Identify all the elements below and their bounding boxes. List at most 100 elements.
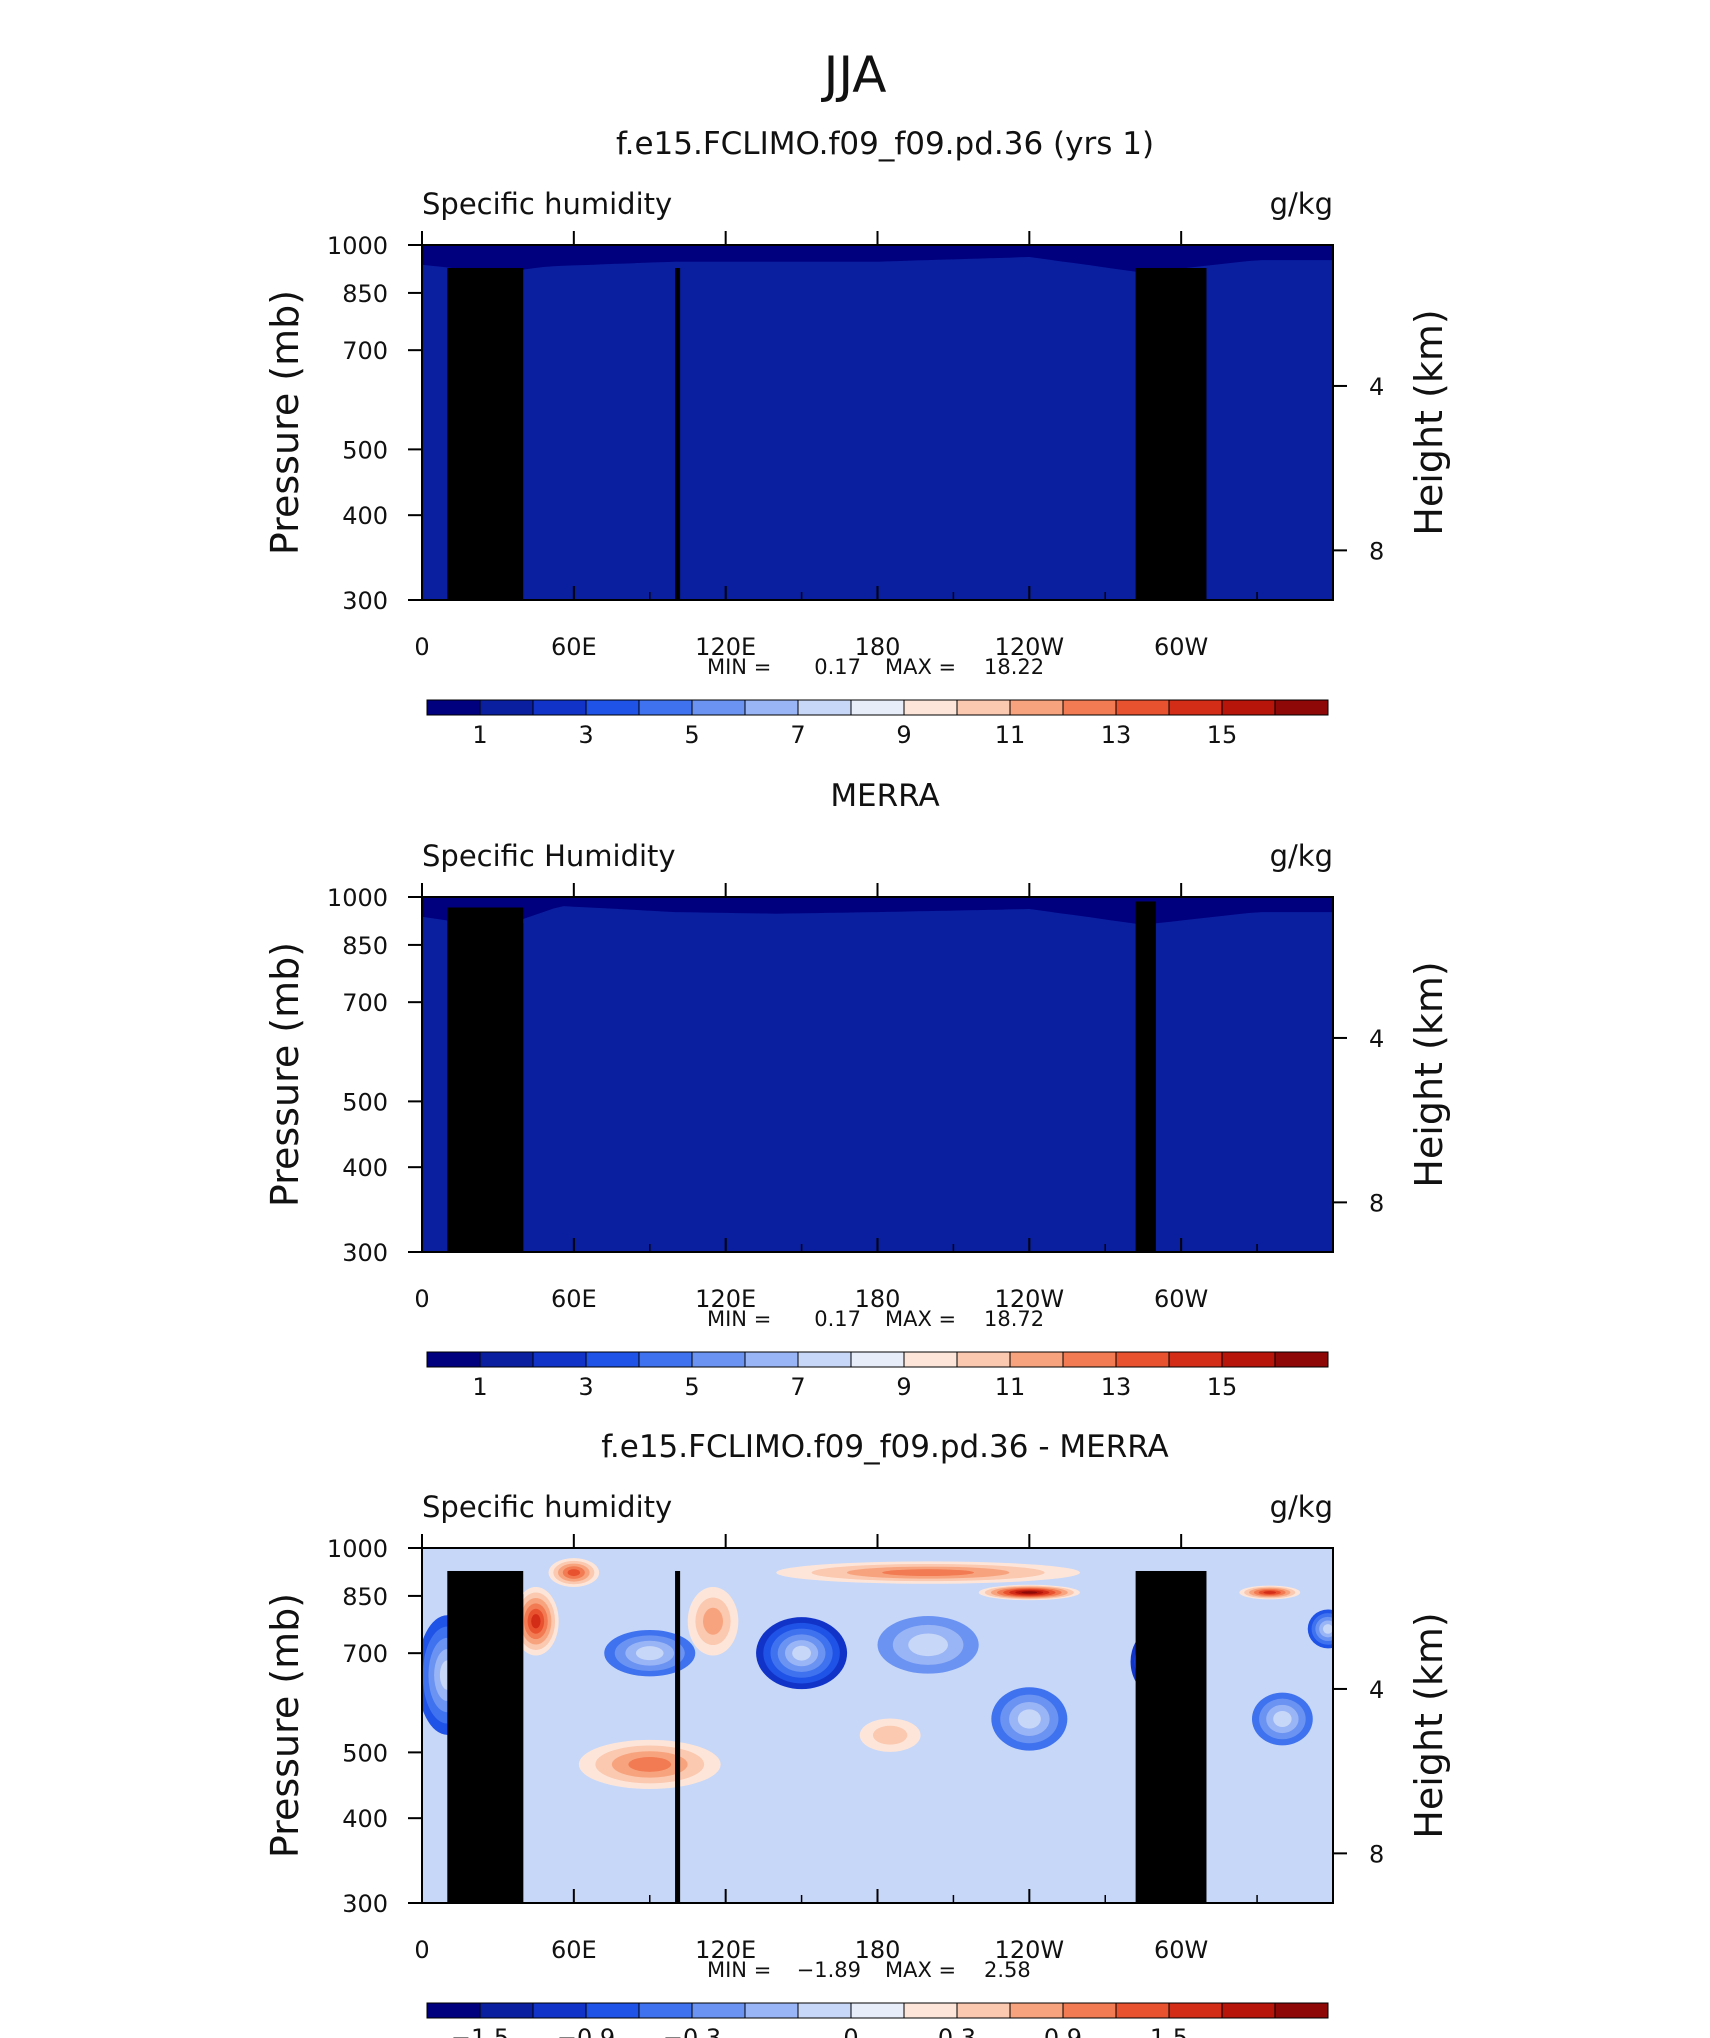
x-tick-label: 60E (551, 633, 597, 661)
contour-level-1 (422, 257, 1333, 600)
colorbar-box (638, 2002, 693, 2019)
x-tick-label: 0 (414, 1285, 429, 1313)
y-axis-title: Pressure (mb) (263, 290, 307, 555)
x-tick-label: 0 (414, 1936, 429, 1964)
y-tick-label: 500 (342, 1088, 388, 1116)
colorbar-box (532, 2002, 587, 2019)
colorbar-box (956, 2002, 1011, 2019)
colorbar-box (1221, 699, 1276, 716)
right-tick-label: 4 (1369, 1025, 1384, 1053)
y-tick-label: 1000 (327, 232, 388, 260)
x-tick-label: 120W (995, 1936, 1065, 1964)
colorbar-label: 15 (1207, 721, 1238, 749)
colorbar-label: 1 (472, 1373, 487, 1401)
y-tick-label: 500 (342, 436, 388, 464)
x-tick-label: 60E (551, 1285, 597, 1313)
right-tick-label: 8 (1369, 537, 1384, 565)
panel-0: f.e15.FCLIMO.f09_f09.pd.36 (yrs 1) Specif… (263, 126, 1451, 749)
colorbar-box (1168, 2002, 1223, 2019)
max-label: MAX = (885, 1958, 956, 1982)
min-value: 0.17 (814, 1307, 861, 1331)
colorbar-label: 1.5 (1150, 2024, 1188, 2038)
y-axis-right-title: Height (km) (1407, 961, 1451, 1187)
colorbar-box (797, 699, 852, 716)
colorbar-box (1274, 699, 1329, 716)
y-tick-label: 850 (342, 280, 388, 308)
colorbar-box (1009, 1351, 1064, 1368)
colorbar-label: 13 (1101, 1373, 1132, 1401)
topography-mask (505, 923, 524, 1252)
x-tick-label: 120E (695, 633, 756, 661)
colorbar-box (479, 1351, 534, 1368)
topography-mask (492, 1594, 524, 1903)
y-tick-label: 1000 (327, 884, 388, 912)
y-tick-label: 400 (342, 1805, 388, 1833)
contour-level-1 (422, 906, 1333, 1252)
panel-title: MERRA (830, 778, 939, 814)
colorbar-box (638, 1351, 693, 1368)
main-title: JJA (821, 46, 887, 104)
colorbar-box (426, 1351, 481, 1368)
colorbar-label: 3 (578, 721, 593, 749)
topography-mask (675, 267, 681, 600)
anomaly-contour (908, 1633, 949, 1657)
colorbar-box (638, 699, 693, 716)
min-value: −1.89 (797, 1958, 861, 1982)
colorbar-box (1115, 1351, 1170, 1368)
colorbar-box (797, 2002, 852, 2019)
x-tick-label: 180 (855, 633, 901, 661)
y-tick-label: 700 (342, 337, 388, 365)
colorbar-label: 0 (843, 2024, 858, 2038)
colorbar-label: 5 (684, 721, 699, 749)
variable-label: Specific humidity (422, 187, 672, 221)
units-label: g/kg (1270, 839, 1333, 873)
colorbar-label: 11 (995, 1373, 1026, 1401)
colorbar-label: 1 (472, 721, 487, 749)
anomaly-contour (1273, 1710, 1292, 1727)
topography-mask (1135, 901, 1156, 1252)
max-label: MAX = (885, 655, 956, 679)
x-tick-label: 60W (1154, 1285, 1208, 1313)
colorbar-box (850, 2002, 905, 2019)
colorbar-box (956, 699, 1011, 716)
min-label: MIN = (707, 1307, 771, 1331)
colorbar-label: −0.9 (557, 2024, 615, 2038)
right-tick-label: 4 (1369, 373, 1384, 401)
topography-mask (492, 291, 509, 600)
colorbar-box (744, 2002, 799, 2019)
topography-mask (447, 267, 524, 600)
min-label: MIN = (707, 655, 771, 679)
x-tick-label: 0 (414, 633, 429, 661)
y-tick-label: 850 (342, 1583, 388, 1611)
colorbar-box (1168, 1351, 1223, 1368)
max-value: 2.58 (984, 1958, 1031, 1982)
colorbar-box (1168, 699, 1223, 716)
colorbar-box (903, 1351, 958, 1368)
colorbar-box (1009, 2002, 1064, 2019)
panel-2: f.e15.FCLIMO.f09_f09.pd.36 - MERRA Specif… (263, 1429, 1451, 2038)
anomaly-contour (628, 1757, 672, 1772)
anomaly-contour (1322, 1624, 1333, 1634)
colorbar-box (1221, 2002, 1276, 2019)
anomaly-contour (703, 1607, 724, 1635)
colorbar-box (1115, 699, 1170, 716)
colorbar-label: 9 (896, 1373, 911, 1401)
right-tick-label: 8 (1369, 1189, 1384, 1217)
y-tick-label: 700 (342, 1640, 388, 1668)
colorbar-label: 0.9 (1044, 2024, 1082, 2038)
y-tick-label: 400 (342, 502, 388, 530)
topography-mask (1135, 267, 1207, 600)
colorbar-label: 7 (790, 1373, 805, 1401)
colorbar-label: 7 (790, 721, 805, 749)
colorbar-box (903, 2002, 958, 2019)
colorbar-box (1274, 1351, 1329, 1368)
anomaly-contour (872, 1725, 908, 1745)
panel-title: f.e15.FCLIMO.f09_f09.pd.36 - MERRA (601, 1429, 1169, 1465)
colorbar-box (1009, 699, 1064, 716)
colorbar-label: 15 (1207, 1373, 1238, 1401)
y-tick-label: 850 (342, 932, 388, 960)
y-tick-label: 500 (342, 1739, 388, 1767)
colorbar-box (1062, 1351, 1117, 1368)
right-tick-label: 4 (1369, 1676, 1384, 1704)
x-tick-label: 120W (995, 633, 1065, 661)
